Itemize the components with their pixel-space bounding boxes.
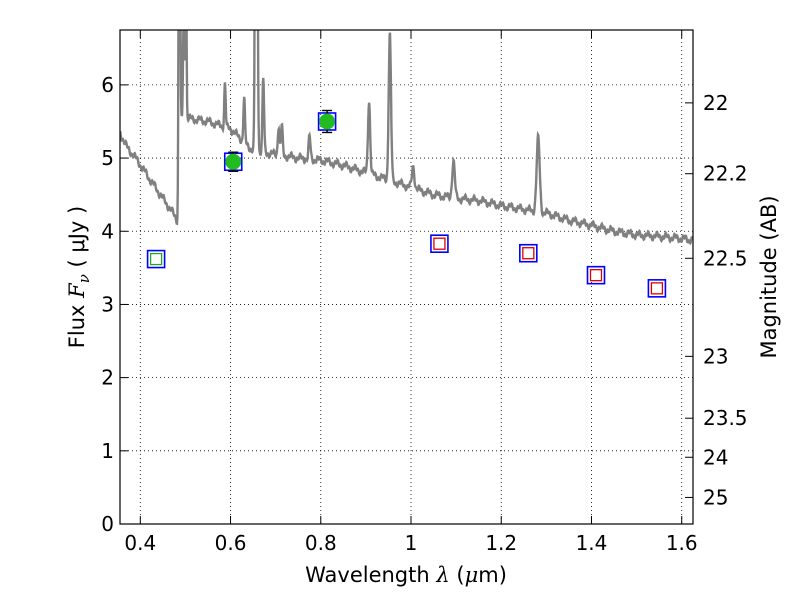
ticks: 0.4 0.6 0.8 1 1.2 1.4 1.601234562222.222.52323… [101, 30, 748, 555]
model-flux-point [433, 237, 446, 250]
y-tick-label: 1 [101, 439, 114, 463]
y-tick-label: 0 [101, 512, 114, 536]
y2-tick-label: 22.2 [703, 162, 748, 186]
y-tick-label: 3 [101, 292, 114, 316]
data-markers [146, 109, 667, 298]
detected-point [319, 113, 336, 130]
model-flux-point [149, 252, 163, 266]
x-tick-label: 1.6 [666, 531, 698, 555]
filter-box-marker [146, 249, 166, 269]
filter-box-marker [430, 234, 449, 254]
y2-tick-label: 22.5 [703, 246, 748, 270]
filter-box-marker [647, 279, 667, 298]
x-tick-label: 0.6 [215, 531, 247, 555]
x-tick-label: 0.8 [305, 531, 337, 555]
secondary-y-axis-label: Magnitude (AB) [757, 195, 781, 358]
model-flux-point [589, 269, 603, 282]
y2-tick-label: 23 [703, 344, 728, 368]
model-flux-point [522, 247, 535, 260]
y-tick-label: 6 [101, 73, 114, 97]
x-tick-label: 1.2 [485, 531, 517, 555]
x-tick-label: 0.4 [124, 531, 156, 555]
y-tick-label: 2 [101, 366, 114, 390]
y2-tick-label: 23.5 [703, 406, 748, 430]
filter-box-marker [586, 265, 606, 285]
y2-tick-label: 22 [703, 91, 728, 115]
y2-tick-label: 25 [703, 485, 728, 509]
grid [120, 30, 693, 525]
model-flux-point [650, 282, 664, 295]
x-tick-label: 1.4 [576, 531, 608, 555]
plot-area [120, 30, 693, 245]
y-tick-label: 4 [101, 219, 114, 243]
y-tick-label: 5 [101, 146, 114, 170]
y2-tick-label: 24 [703, 445, 728, 469]
filter-box-marker [519, 243, 538, 263]
y-axis-label: Flux Fν ( μJy ) [65, 206, 93, 348]
detected-point [225, 153, 242, 170]
x-axis-label: Wavelength λ (μm) [305, 563, 507, 587]
plot-frame [119, 29, 694, 525]
x-tick-label: 1 [405, 531, 418, 555]
model-spectrum-line [120, 30, 693, 245]
